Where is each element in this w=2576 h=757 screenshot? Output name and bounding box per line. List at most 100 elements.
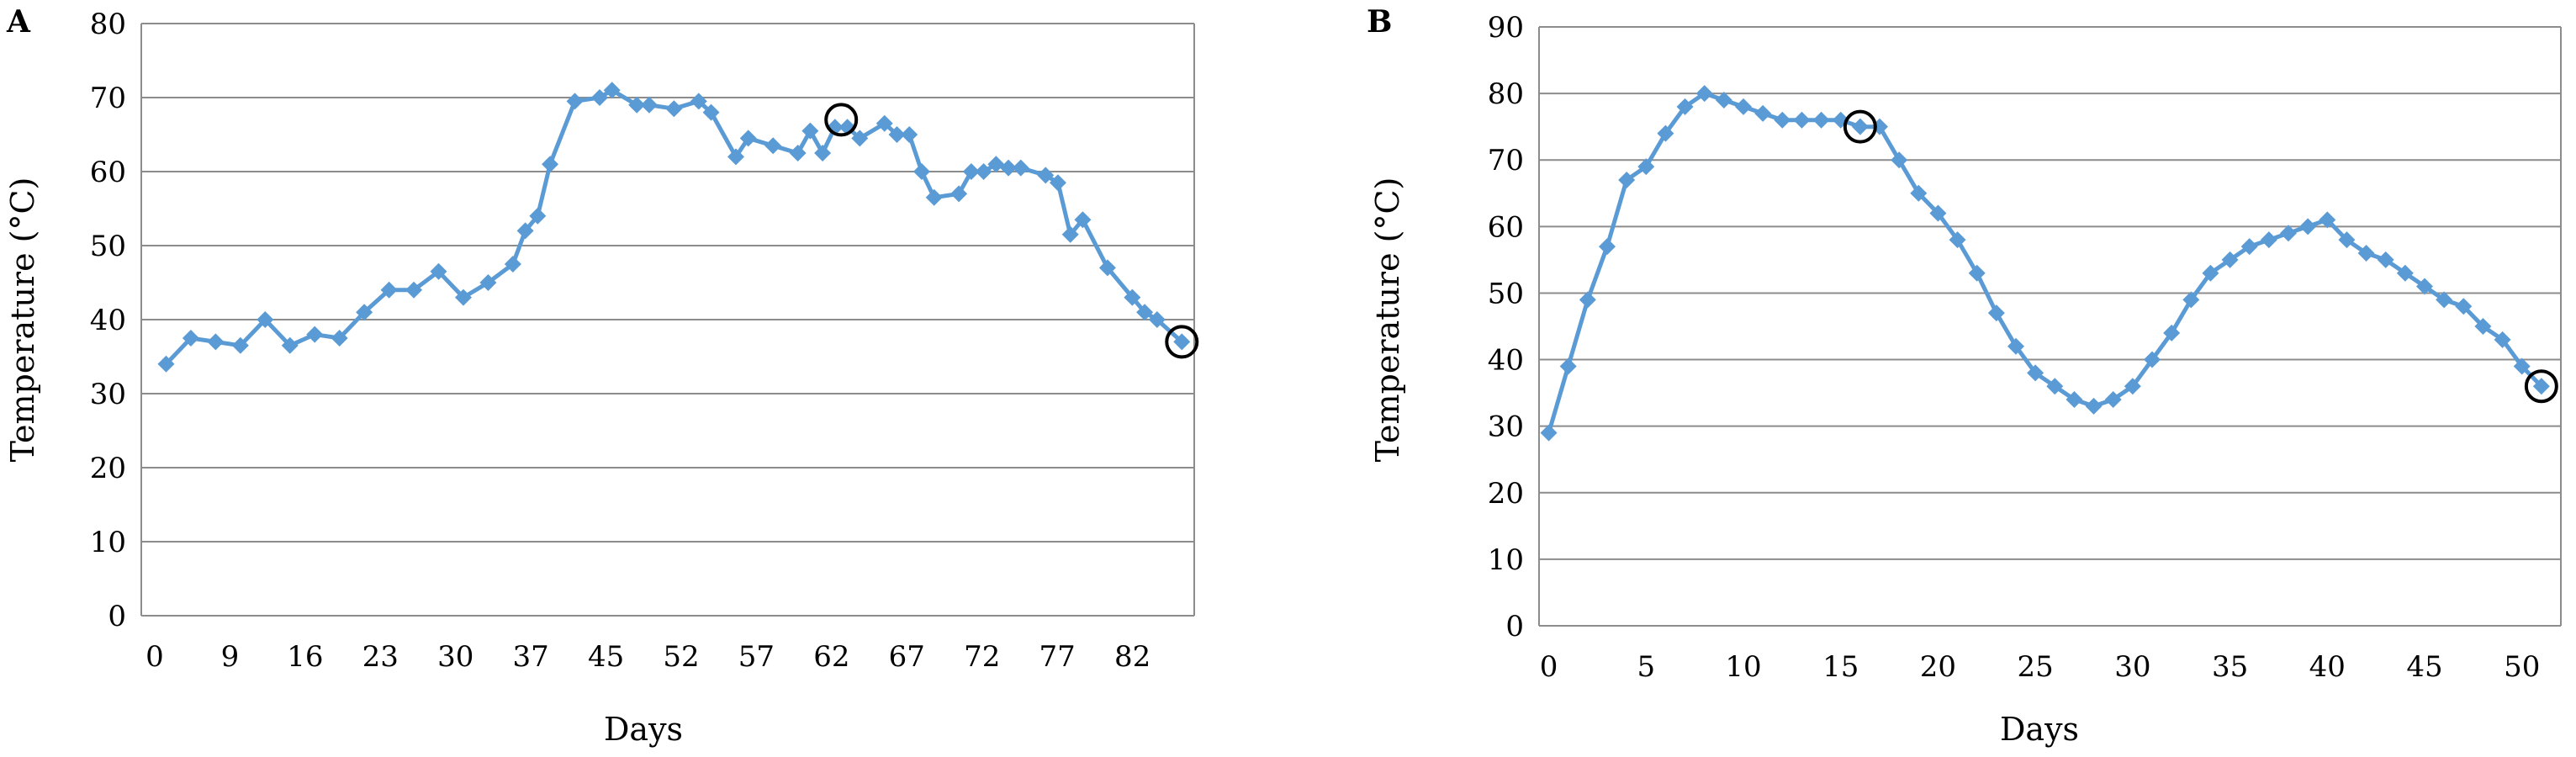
data-point bbox=[2280, 225, 2297, 242]
data-point bbox=[590, 89, 608, 106]
data-point bbox=[603, 82, 621, 99]
data-point bbox=[2299, 218, 2317, 236]
panel-letter: A bbox=[6, 4, 31, 40]
x-tick-label: 67 bbox=[889, 640, 925, 674]
data-point bbox=[2124, 378, 2141, 395]
data-point bbox=[628, 96, 646, 114]
data-point bbox=[2396, 264, 2414, 282]
data-point bbox=[2202, 264, 2219, 282]
data-point bbox=[2474, 318, 2492, 335]
data-point bbox=[2436, 291, 2453, 309]
series-line bbox=[1547, 91, 2543, 434]
y-tick-label: 90 bbox=[1488, 11, 1524, 45]
x-tick-label: 45 bbox=[2406, 650, 2442, 684]
data-point bbox=[2377, 251, 2394, 268]
y-tick-label: 30 bbox=[1488, 410, 1524, 444]
data-point bbox=[2494, 331, 2511, 348]
panel-b: B Temperature (°C) Days 0102030405060708… bbox=[1367, 4, 2562, 748]
highlight-circle bbox=[1843, 109, 1877, 144]
y-tick-label: 20 bbox=[1488, 477, 1524, 511]
data-point bbox=[950, 185, 968, 203]
data-point bbox=[306, 326, 324, 343]
data-point bbox=[516, 222, 534, 240]
y-axis-title: Temperature (°C) bbox=[1369, 177, 1406, 463]
x-tick-label: 0 bbox=[1540, 650, 1558, 684]
x-tick-label: 30 bbox=[437, 640, 473, 674]
data-point bbox=[739, 130, 757, 147]
data-point bbox=[1012, 159, 1029, 177]
data-point bbox=[2319, 211, 2336, 229]
data-point bbox=[1559, 357, 1577, 375]
data-point bbox=[1049, 174, 1066, 192]
data-point bbox=[912, 163, 930, 180]
data-point bbox=[875, 114, 893, 132]
plot-area bbox=[157, 82, 1199, 373]
gridlines bbox=[1538, 26, 2562, 627]
x-tick-label: 45 bbox=[588, 640, 624, 674]
data-point bbox=[207, 333, 225, 351]
data-point bbox=[1851, 118, 1869, 135]
x-tick-label: 20 bbox=[1920, 650, 1956, 684]
y-tick-label: 80 bbox=[90, 8, 126, 41]
data-point bbox=[1173, 333, 1191, 351]
data-point bbox=[1037, 167, 1055, 184]
data-point bbox=[380, 281, 398, 299]
x-tick-label: 40 bbox=[2309, 650, 2346, 684]
data-point bbox=[1891, 151, 1908, 169]
plot-area bbox=[1540, 85, 2558, 442]
data-point bbox=[975, 163, 992, 180]
data-point bbox=[1812, 111, 1830, 129]
x-tick-label: 23 bbox=[362, 640, 399, 674]
data-point bbox=[1735, 98, 1752, 115]
data-point bbox=[1676, 98, 1694, 115]
data-point bbox=[231, 336, 249, 354]
y-tick-label: 20 bbox=[90, 452, 126, 485]
data-point bbox=[640, 96, 658, 114]
data-point bbox=[690, 93, 707, 110]
data-point bbox=[801, 122, 819, 140]
highlight-circle bbox=[2524, 369, 2558, 404]
data-point bbox=[1949, 231, 1966, 249]
y-tick-label: 80 bbox=[1488, 77, 1524, 111]
data-point bbox=[2357, 244, 2375, 262]
data-point bbox=[454, 289, 472, 306]
y-axis-title: Temperature (°C) bbox=[4, 177, 41, 463]
data-point bbox=[1136, 304, 1154, 321]
data-point bbox=[888, 126, 906, 143]
data-point bbox=[2182, 291, 2200, 309]
y-tick-label: 40 bbox=[90, 304, 126, 337]
x-tick-label: 57 bbox=[738, 640, 775, 674]
data-point bbox=[2240, 238, 2258, 256]
y-tick-label: 10 bbox=[90, 526, 126, 559]
x-tick-label: 77 bbox=[1039, 640, 1076, 674]
y-tick-labels: 0 10 20 30 40 50 60 70 80 bbox=[90, 8, 126, 633]
data-point bbox=[2066, 391, 2083, 409]
data-point bbox=[1061, 225, 1079, 243]
data-point bbox=[529, 207, 547, 225]
data-point bbox=[1579, 291, 1596, 309]
series-line bbox=[164, 87, 1183, 366]
data-point bbox=[2532, 378, 2550, 395]
panel-a: A Temperature (°C) Days 0 10 20 30 40 50 60 70 8… bbox=[4, 4, 1199, 748]
data-point bbox=[851, 130, 869, 147]
data-point bbox=[1540, 424, 1558, 442]
y-tick-label: 10 bbox=[1488, 543, 1524, 577]
data-point bbox=[2260, 231, 2277, 249]
x-tick-label: 72 bbox=[964, 640, 1000, 674]
x-axis-title: Days bbox=[2000, 711, 2079, 748]
data-point bbox=[2007, 337, 2024, 355]
data-point bbox=[1098, 259, 1116, 277]
data-point bbox=[814, 145, 832, 161]
x-tick-label: 35 bbox=[2212, 650, 2248, 684]
x-tick-label: 0 bbox=[145, 640, 164, 674]
data-point bbox=[182, 330, 199, 347]
x-tick-labels: 0 5 10 15 20 25 30 35 40 45 50 bbox=[1540, 650, 2541, 684]
data-point bbox=[2416, 278, 2433, 295]
data-point bbox=[2513, 357, 2531, 375]
data-point bbox=[727, 148, 745, 166]
x-tick-label: 82 bbox=[1114, 640, 1150, 674]
y-tick-label: 60 bbox=[1488, 210, 1524, 244]
data-point bbox=[1910, 184, 1928, 202]
